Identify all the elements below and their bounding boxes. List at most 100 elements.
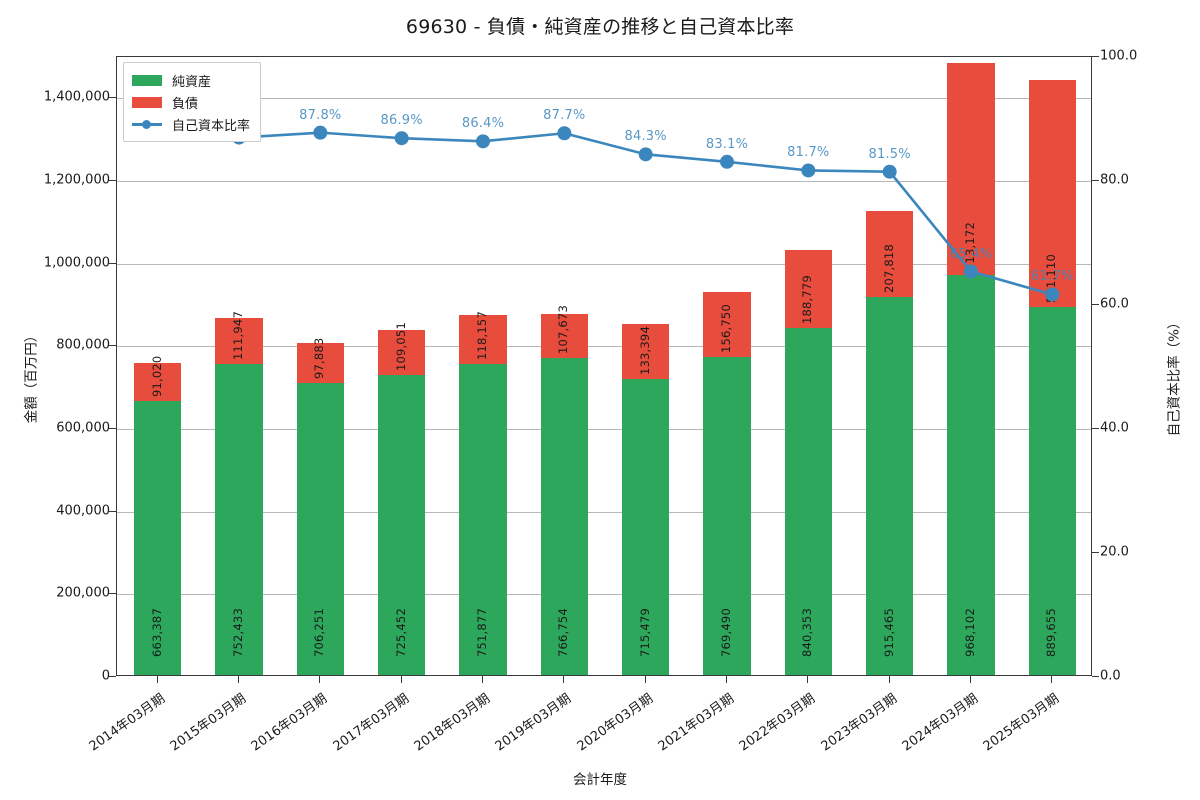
x-axis-title: 会計年度 [573, 772, 627, 788]
bar-segment-liabilities[interactable]: 118,157 [459, 311, 507, 365]
bar-value-label-equity: 968,102 [962, 608, 977, 657]
legend-item-equity-ratio[interactable]: 自己資本比率 [132, 113, 250, 135]
y-axis-left-tick-label: 200,000 [56, 585, 110, 601]
ratio-marker[interactable] [313, 125, 328, 140]
bar-group[interactable]: 968,102 513,172 [947, 62, 995, 675]
bar-value-label-liabilities: 188,779 [800, 274, 815, 324]
bar-segment-equity[interactable]: 725,452 [378, 375, 426, 675]
chart-legend: 純資産 負債 自己資本比率 [123, 62, 262, 142]
bar-value-label-equity: 663,387 [149, 608, 164, 657]
ratio-line-path [156, 130, 1054, 296]
bar-segment-equity[interactable]: 766,754 [540, 358, 588, 675]
legend-line-equity-ratio [132, 119, 162, 130]
bar-segment-liabilities[interactable]: 111,947 [215, 311, 263, 364]
bar-segment-liabilities[interactable]: 133,394 [622, 324, 670, 380]
bar-group[interactable]: 889,655 551,110 [1028, 79, 1076, 675]
bar-value-label-equity: 725,452 [393, 608, 408, 657]
y-axis-left-tick-mark [109, 345, 116, 347]
x-axis-tick-mark [1051, 676, 1053, 683]
y-axis-left-tick-label: 1,200,000 [43, 172, 110, 188]
y-axis-left-tick-label: 1,400,000 [43, 89, 110, 105]
bar-segment-equity[interactable]: 706,251 [296, 383, 344, 675]
ratio-value-label: 87.7% [543, 108, 586, 124]
y-axis-left-tick-label: 800,000 [56, 337, 110, 353]
bar-group[interactable]: 706,251 97,883 [296, 338, 344, 675]
bar-value-label-liabilities: 133,394 [637, 326, 652, 376]
ratio-marker[interactable] [882, 164, 897, 179]
ratio-marker[interactable] [720, 154, 734, 169]
legend-label-equity-ratio: 自己資本比率 [172, 118, 251, 134]
y-axis-right-tick-label: 100.0 [1100, 48, 1138, 64]
bar-value-label-equity: 751,877 [474, 608, 489, 657]
bar-segment-liabilities[interactable]: 97,883 [296, 338, 344, 384]
bar-value-label-liabilities: 97,883 [312, 337, 327, 380]
bar-segment-liabilities[interactable]: 207,818 [866, 210, 914, 297]
bar-group[interactable]: 915,465 207,818 [866, 210, 914, 675]
x-axis-tick-mark [970, 676, 971, 683]
bar-value-label-equity: 889,655 [1044, 608, 1059, 657]
bar-segment-liabilities[interactable]: 109,051 [378, 322, 426, 376]
gridline [117, 98, 1091, 100]
y-axis-left-tick-label: 1,000,000 [43, 255, 110, 271]
x-axis-tick-mark [156, 676, 158, 683]
bar-segment-equity[interactable]: 752,433 [215, 364, 263, 675]
bar-group[interactable]: 663,387 91,020 [134, 355, 182, 675]
y-axis-left-tick-mark [109, 97, 116, 99]
bar-segment-equity[interactable]: 715,479 [622, 379, 670, 675]
bar-group[interactable]: 751,877 118,157 [459, 311, 507, 675]
x-axis-tick-mark [238, 676, 239, 683]
bar-segment-liabilities[interactable]: 91,020 [134, 355, 182, 401]
x-axis-tick-mark [888, 676, 890, 683]
ratio-marker[interactable] [638, 147, 653, 162]
bar-segment-equity[interactable]: 751,877 [459, 364, 507, 675]
bar-segment-liabilities[interactable]: 513,172 [947, 62, 995, 275]
legend-item-liabilities[interactable]: 負債 [132, 91, 250, 113]
bar-segment-equity[interactable]: 968,102 [947, 274, 995, 675]
bar-group[interactable]: 769,490 156,750 [703, 292, 751, 675]
bar-value-label-liabilities: 107,673 [556, 305, 571, 355]
bar-segment-equity[interactable]: 915,465 [866, 296, 914, 675]
bar-segment-equity[interactable]: 769,490 [703, 356, 751, 675]
legend-item-equity[interactable]: 純資産 [132, 69, 250, 91]
bar-segment-equity[interactable]: 889,655 [1028, 307, 1076, 675]
ratio-value-label: 81.7% [787, 145, 830, 161]
ratio-value-label: 86.4% [461, 116, 505, 132]
x-axis-tick-mark [807, 676, 809, 683]
ratio-value-label: 87.8% [299, 107, 342, 123]
legend-label-liabilities: 負債 [172, 96, 199, 112]
y-axis-left-title: 金額（百万円） [23, 328, 40, 424]
bar-value-label-liabilities: 91,020 [149, 355, 164, 397]
ratio-marker[interactable] [394, 131, 409, 146]
x-axis-tick-mark [726, 676, 727, 683]
ratio-marker[interactable] [476, 134, 490, 149]
x-axis-tick-mark [319, 676, 321, 683]
bar-value-label-equity: 915,465 [881, 608, 896, 657]
bar-group[interactable]: 766,754 107,673 [540, 305, 588, 675]
ratio-marker[interactable] [801, 163, 816, 178]
page-title: 69630 - 負債・純資産の推移と自己資本比率 [405, 16, 795, 38]
bar-segment-liabilities[interactable]: 156,750 [703, 292, 751, 357]
gridline [117, 263, 1091, 265]
bar-value-label-liabilities: 111,947 [230, 311, 245, 360]
bar-group[interactable]: 715,479 133,394 [622, 324, 670, 675]
y-axis-right-tick-label: 40.0 [1100, 420, 1129, 436]
y-axis-right-tick-label: 20.0 [1100, 544, 1129, 560]
bar-group[interactable]: 725,452 109,051 [378, 322, 426, 675]
ratio-marker[interactable] [557, 126, 572, 141]
bar-segment-equity[interactable]: 840,353 [784, 327, 832, 675]
bar-group[interactable]: 752,433 111,947 [215, 311, 263, 675]
bar-group[interactable]: 840,353 188,779 [784, 249, 832, 675]
bar-value-label-equity: 766,754 [556, 608, 571, 657]
y-axis-right-tick-mark [1092, 180, 1099, 181]
ratio-value-label: 84.3% [624, 129, 667, 145]
ratio-value-label: 65.4% [949, 246, 993, 262]
bar-segment-equity[interactable]: 663,387 [134, 400, 182, 675]
y-axis-left-tick-label: 0 [101, 668, 110, 684]
bar-segment-liabilities[interactable]: 188,779 [784, 249, 832, 328]
bar-segment-liabilities[interactable]: 107,673 [540, 305, 588, 359]
gridline [117, 511, 1091, 513]
bar-value-label-liabilities: 109,051 [393, 322, 408, 372]
bar-value-label-liabilities: 118,157 [474, 311, 489, 361]
y-axis-right-tick-mark [1092, 304, 1099, 305]
bar-value-label-equity: 715,479 [637, 608, 652, 657]
